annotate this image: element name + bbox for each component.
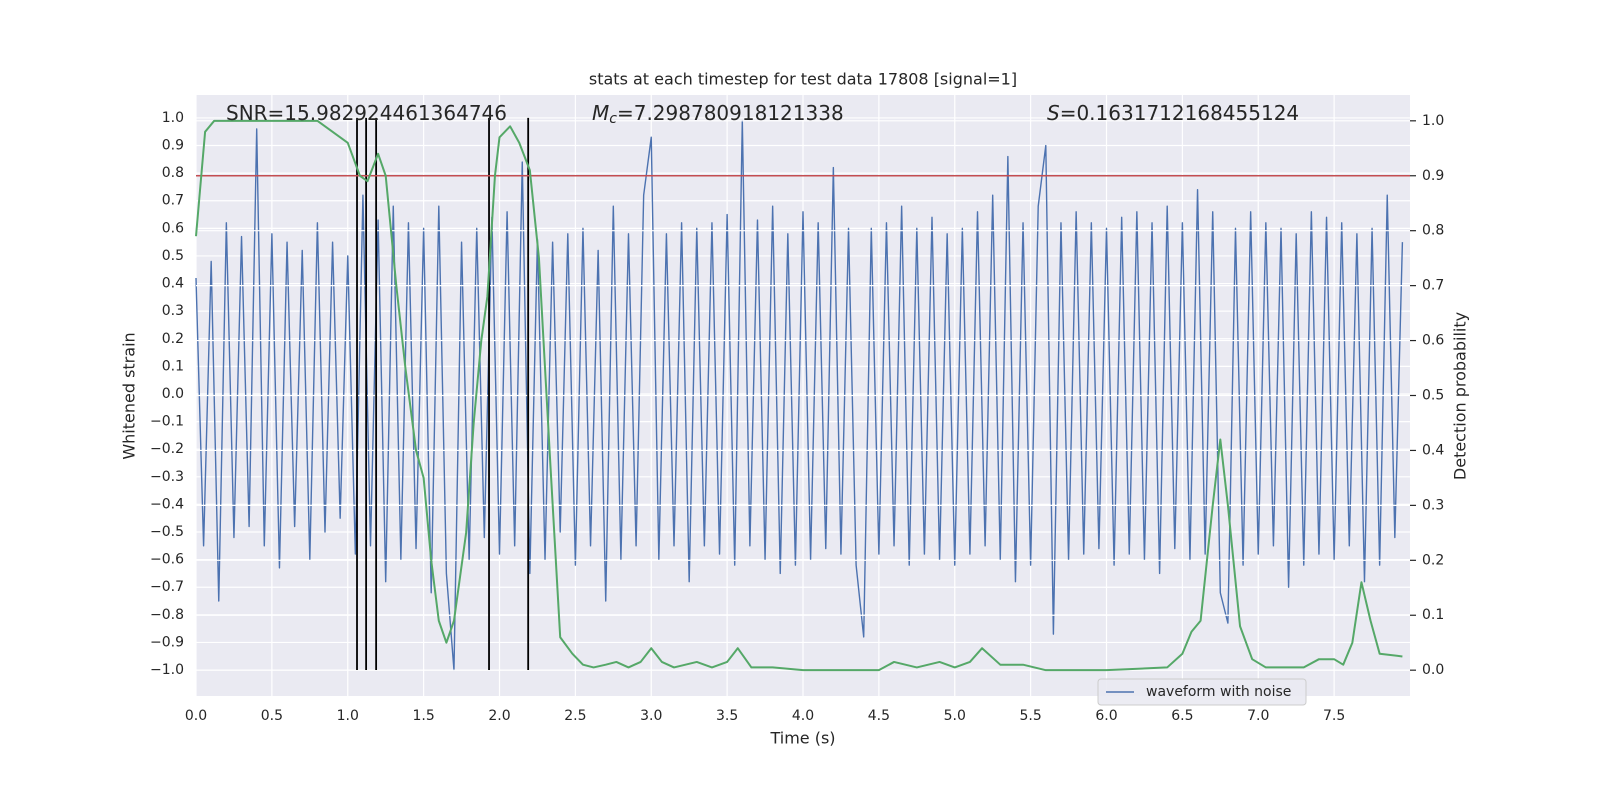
y2-tick-label: 0.5 [1422,388,1444,404]
y-tick-label: −0.7 [150,579,184,595]
y2-tick-label: 0.7 [1422,278,1444,294]
y-tick-label: 0.0 [162,386,184,402]
y2-tick-label: 0.6 [1422,333,1444,349]
y2-tick-label: 0.2 [1422,552,1444,568]
y-tick-label: 0.9 [162,138,184,154]
y-tick-label: −0.1 [150,414,184,430]
y-tick-label: −1.0 [150,662,184,678]
y-tick-label: −0.2 [150,441,184,457]
series-line [195,119,1403,672]
annotation: Mc=7.298780918121338 [592,101,844,128]
chart-title: stats at each timestep for test data 178… [589,70,1017,89]
y-axis-label: Whitened strain [120,332,139,459]
series-line [195,119,1404,671]
x-tick-label: 2.5 [564,708,586,724]
y2-tick-label: 0.9 [1422,168,1444,184]
y-tick-label: 0.6 [162,220,184,236]
annotation-part: =7.298780918121338 [617,101,844,125]
x-tick-label: 7.0 [1247,708,1269,724]
y-tick-label: 0.7 [162,193,184,209]
y-tick-label: −0.8 [150,607,184,623]
annotation-part: c [609,111,617,127]
x-tick-label: 0.0 [185,708,207,724]
y-tick-label: −0.5 [150,524,184,540]
x-tick-label: 2.0 [488,708,510,724]
y-tick-label: 0.1 [162,358,184,374]
annotation-part: M [592,101,609,125]
x-tick-label: 5.5 [1019,708,1041,724]
y-tick-label: −0.4 [150,496,184,512]
y-tick-label: −0.9 [150,634,184,650]
y-tick-label: −0.6 [150,552,184,568]
y-tick-label: 0.4 [162,276,184,292]
x-tick-label: 4.0 [792,708,814,724]
x-tick-label: 3.0 [640,708,662,724]
x-tick-label: 6.5 [1171,708,1193,724]
annotation-part: S [1047,101,1060,125]
y2-tick-label: 0.3 [1422,497,1444,513]
x-tick-label: 7.5 [1323,708,1345,724]
legend-label: waveform with noise [1146,684,1291,700]
x-axis-label: Time (s) [769,729,835,748]
annotation-part: =0.1631712168455124 [1060,101,1299,125]
y-tick-label: 0.5 [162,248,184,264]
y-tick-label: 0.2 [162,331,184,347]
y-tick-label: 0.8 [162,165,184,181]
legend-box [1097,678,1307,706]
y-tick-label: 1.0 [162,110,184,126]
x-tick-label: 1.5 [412,708,434,724]
y-tick-label: 0.3 [162,303,184,319]
annotation: S=0.1631712168455124 [1047,101,1299,125]
x-tick-label: 5.0 [944,708,966,724]
x-tick-label: 4.5 [868,708,890,724]
y2-tick-label: 0.1 [1422,607,1444,623]
y-tick-label: −0.3 [150,469,184,485]
x-tick-label: 6.0 [1095,708,1117,724]
y2-tick-label: 0.8 [1422,223,1444,239]
y2-tick-label: 0.0 [1422,662,1444,678]
y2-axis-label: Detection probability [1451,312,1470,480]
annotation-part: SNR=15.982924461364746 [226,101,507,125]
y2-tick-label: 0.4 [1422,442,1444,458]
x-tick-label: 3.5 [716,708,738,724]
x-tick-label: 1.0 [337,708,359,724]
y2-tick-label: 1.0 [1422,113,1444,129]
annotation: SNR=15.982924461364746 [226,101,507,125]
x-tick-label: 0.5 [261,708,283,724]
